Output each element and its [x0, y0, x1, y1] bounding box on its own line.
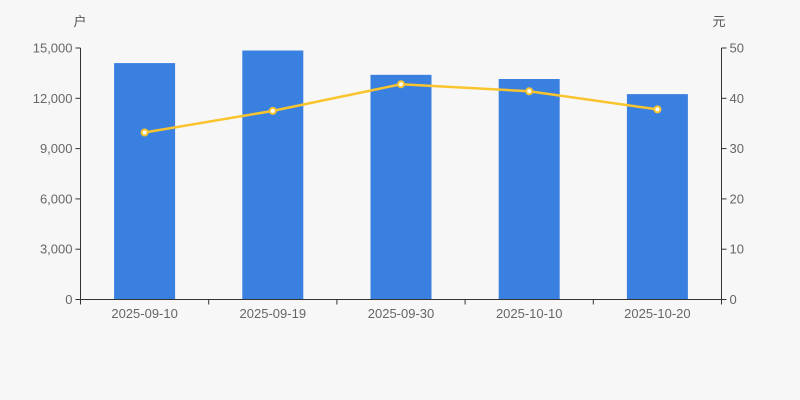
left-axis-tick-label: 12,000	[33, 91, 73, 106]
right-axis-tick-label: 10	[730, 242, 744, 257]
line-point[interactable]	[140, 128, 149, 137]
line-point[interactable]	[397, 80, 405, 89]
right-axis-tick-label: 50	[730, 41, 744, 56]
left-axis-title: 户	[73, 14, 87, 29]
left-axis-tick-label: 3,000	[40, 242, 73, 257]
left-axis-tick-label: 9,000	[40, 141, 73, 156]
left-axis-tick-label: 6,000	[40, 191, 73, 206]
bar[interactable]	[370, 74, 432, 300]
x-axis-label: 2025-09-30	[368, 306, 435, 321]
right-axis-title: 元	[712, 14, 726, 29]
line-point[interactable]	[653, 105, 662, 114]
right-axis-tick-label: 30	[730, 141, 744, 156]
right-axis-tick-label: 20	[730, 191, 744, 206]
bar[interactable]	[498, 79, 560, 300]
x-axis-label: 2025-09-19	[240, 306, 307, 321]
left-axis-tick-label: 15,000	[33, 41, 73, 56]
bar[interactable]	[114, 63, 176, 300]
line-point[interactable]	[525, 87, 534, 96]
left-axis-tick-label: 0	[65, 292, 72, 307]
line-point[interactable]	[268, 106, 277, 115]
bar[interactable]	[626, 94, 688, 300]
bar[interactable]	[242, 50, 304, 300]
x-axis-label: 2025-10-20	[624, 306, 691, 321]
x-axis-label: 2025-09-10	[111, 306, 178, 321]
right-axis-tick-label: 0	[730, 292, 737, 307]
x-axis-label: 2025-10-10	[496, 306, 563, 321]
right-axis-tick-label: 40	[730, 91, 744, 106]
